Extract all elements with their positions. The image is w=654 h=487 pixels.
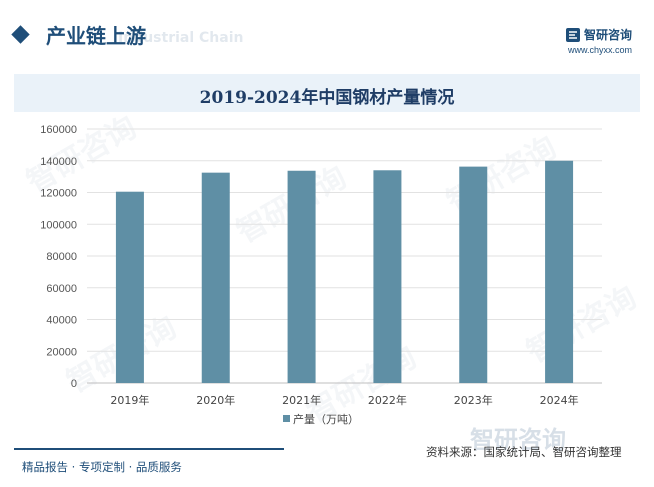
x-tick-label: 2019年 <box>110 393 149 407</box>
chart-title: 2019-2024年中国钢材产量情况 <box>199 88 455 108</box>
x-tick-label: 2022年 <box>368 393 407 407</box>
y-tick-label: 160000 <box>40 124 77 136</box>
bar <box>115 191 144 383</box>
source-note: 资料来源：国家统计局、智研咨询整理 <box>426 445 622 459</box>
x-tick-label: 2021年 <box>282 393 321 407</box>
page-header: Industrial Chain 产业链上游 智研咨询 www.chyxx.co… <box>0 0 654 72</box>
brand-name: 智研咨询 <box>583 28 632 42</box>
y-tick-label: 20000 <box>46 346 77 358</box>
y-tick-label: 120000 <box>40 188 77 200</box>
bar <box>287 170 316 383</box>
x-tick-label: 2023年 <box>454 393 493 407</box>
footer-brand-watermark: 智研咨询 <box>470 426 566 454</box>
section-title: 产业链上游 <box>46 24 146 48</box>
legend-label: 产量（万吨） <box>293 412 359 426</box>
bar <box>201 172 230 383</box>
brand-block: 智研咨询 www.chyxx.com <box>565 26 632 55</box>
y-tick-label: 60000 <box>46 283 77 295</box>
chart-title-band: 2019-2024年中国钢材产量情况 <box>14 74 640 112</box>
header-ghost-text: Industrial Chain <box>118 30 244 46</box>
bar <box>545 160 574 383</box>
bar <box>373 170 402 383</box>
y-tick-label: 100000 <box>40 219 77 231</box>
x-tick-label: 2024年 <box>540 393 579 407</box>
y-tick-label: 80000 <box>46 251 77 263</box>
y-tick-label: 0 <box>71 378 77 390</box>
footer-divider <box>14 448 284 450</box>
x-tick-label: 2020年 <box>196 393 235 407</box>
brand-logo-icon <box>565 27 580 42</box>
brand-url: www.chyxx.com <box>567 45 632 55</box>
y-tick-label: 40000 <box>46 315 77 327</box>
y-tick-label: 140000 <box>40 156 77 168</box>
legend-swatch <box>283 415 290 422</box>
footer-tagline: 精品报告 · 专项定制 · 品质服务 <box>22 460 182 474</box>
bar <box>459 166 488 383</box>
